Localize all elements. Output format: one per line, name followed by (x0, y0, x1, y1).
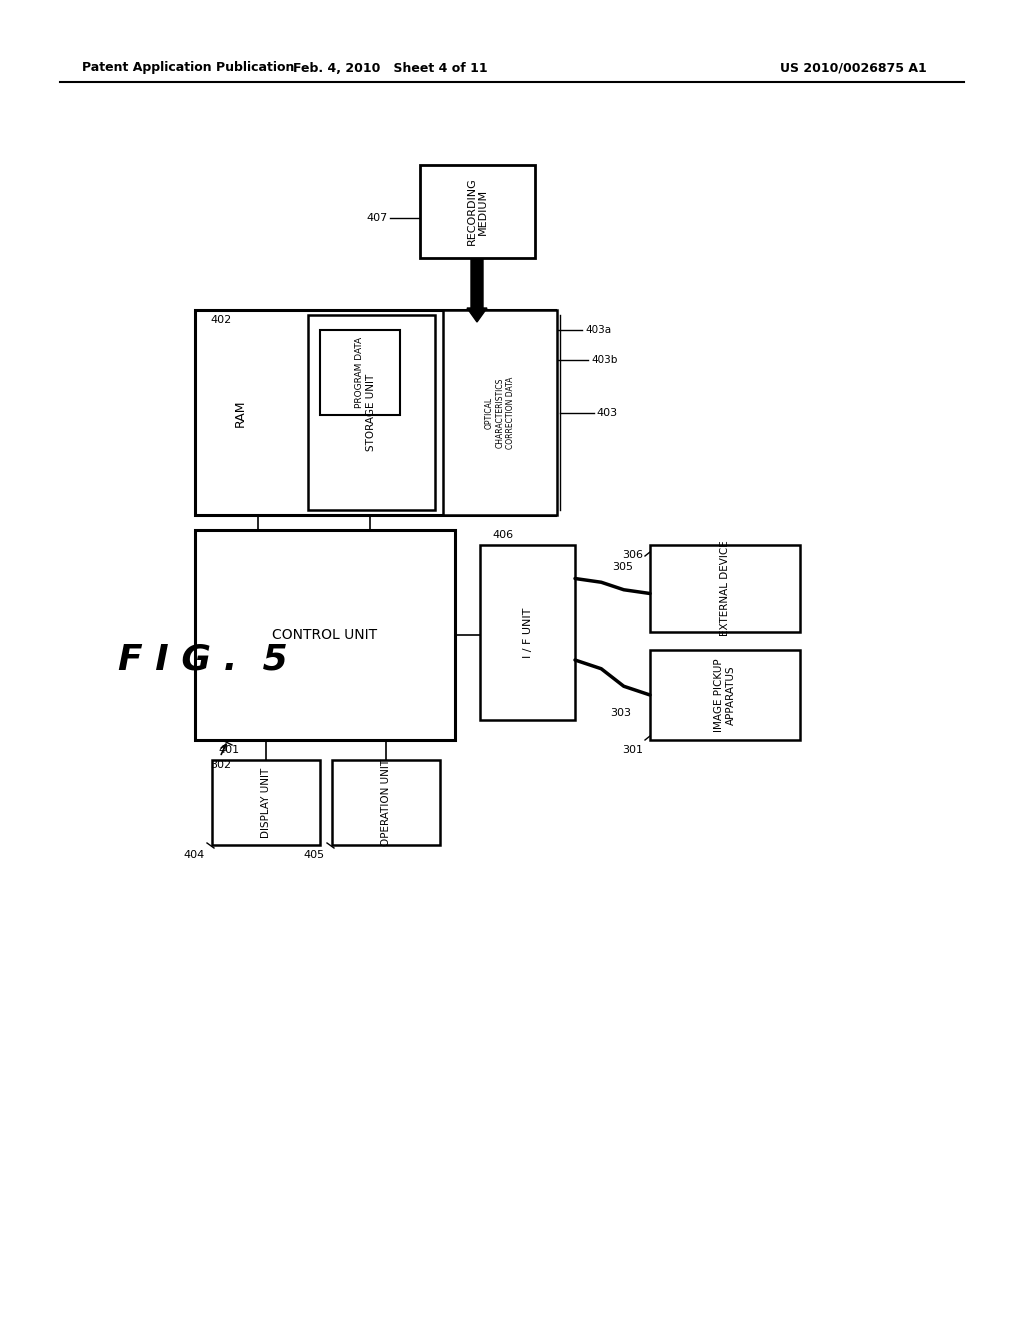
Bar (319, 330, 400, 414)
Text: 404: 404 (183, 850, 205, 861)
Text: Patent Application Publication: Patent Application Publication (82, 62, 294, 74)
Text: STORAGE UNIT: STORAGE UNIT (367, 374, 377, 451)
Bar (195, 531, 455, 741)
Bar (420, 165, 535, 257)
Text: 406: 406 (492, 531, 513, 540)
Text: US 2010/0026875 A1: US 2010/0026875 A1 (780, 62, 927, 74)
Bar (443, 310, 557, 515)
Bar (650, 649, 800, 741)
Text: IMAGE PICKUP
APPARATUS: IMAGE PICKUP APPARATUS (714, 659, 736, 731)
Text: DISPLAY UNIT: DISPLAY UNIT (261, 767, 271, 838)
Text: OPERATION UNIT: OPERATION UNIT (381, 759, 391, 846)
Text: 407: 407 (367, 213, 388, 223)
Text: RAM: RAM (233, 399, 247, 426)
Text: CONTROL UNIT: CONTROL UNIT (272, 628, 378, 642)
Text: 302: 302 (210, 760, 231, 770)
Text: 303: 303 (610, 708, 631, 718)
Text: 401: 401 (218, 744, 240, 755)
Bar (195, 310, 555, 515)
FancyArrow shape (467, 259, 487, 322)
Text: 403a: 403a (585, 325, 611, 335)
Bar (332, 760, 440, 845)
Text: 403b: 403b (591, 355, 617, 366)
Bar (650, 545, 800, 632)
Text: I / F UNIT: I / F UNIT (522, 607, 532, 657)
Bar (212, 760, 319, 845)
Bar (308, 315, 435, 510)
Text: 301: 301 (622, 744, 643, 755)
Text: 405: 405 (304, 850, 325, 861)
Text: 306: 306 (622, 550, 643, 560)
Text: OPTICAL
CHARACTERISTICS
CORRECTION DATA: OPTICAL CHARACTERISTICS CORRECTION DATA (485, 376, 515, 449)
Text: EXTERNAL DEVICE: EXTERNAL DEVICE (720, 541, 730, 636)
Bar (480, 545, 575, 719)
Text: RECORDING
MEDIUM: RECORDING MEDIUM (467, 178, 488, 246)
Text: 305: 305 (612, 561, 633, 572)
Text: PROGRAM DATA: PROGRAM DATA (355, 337, 365, 408)
Text: F I G .  5: F I G . 5 (118, 643, 288, 677)
Text: 402: 402 (210, 315, 231, 325)
Text: Feb. 4, 2010   Sheet 4 of 11: Feb. 4, 2010 Sheet 4 of 11 (293, 62, 487, 74)
Text: 403: 403 (596, 408, 617, 418)
